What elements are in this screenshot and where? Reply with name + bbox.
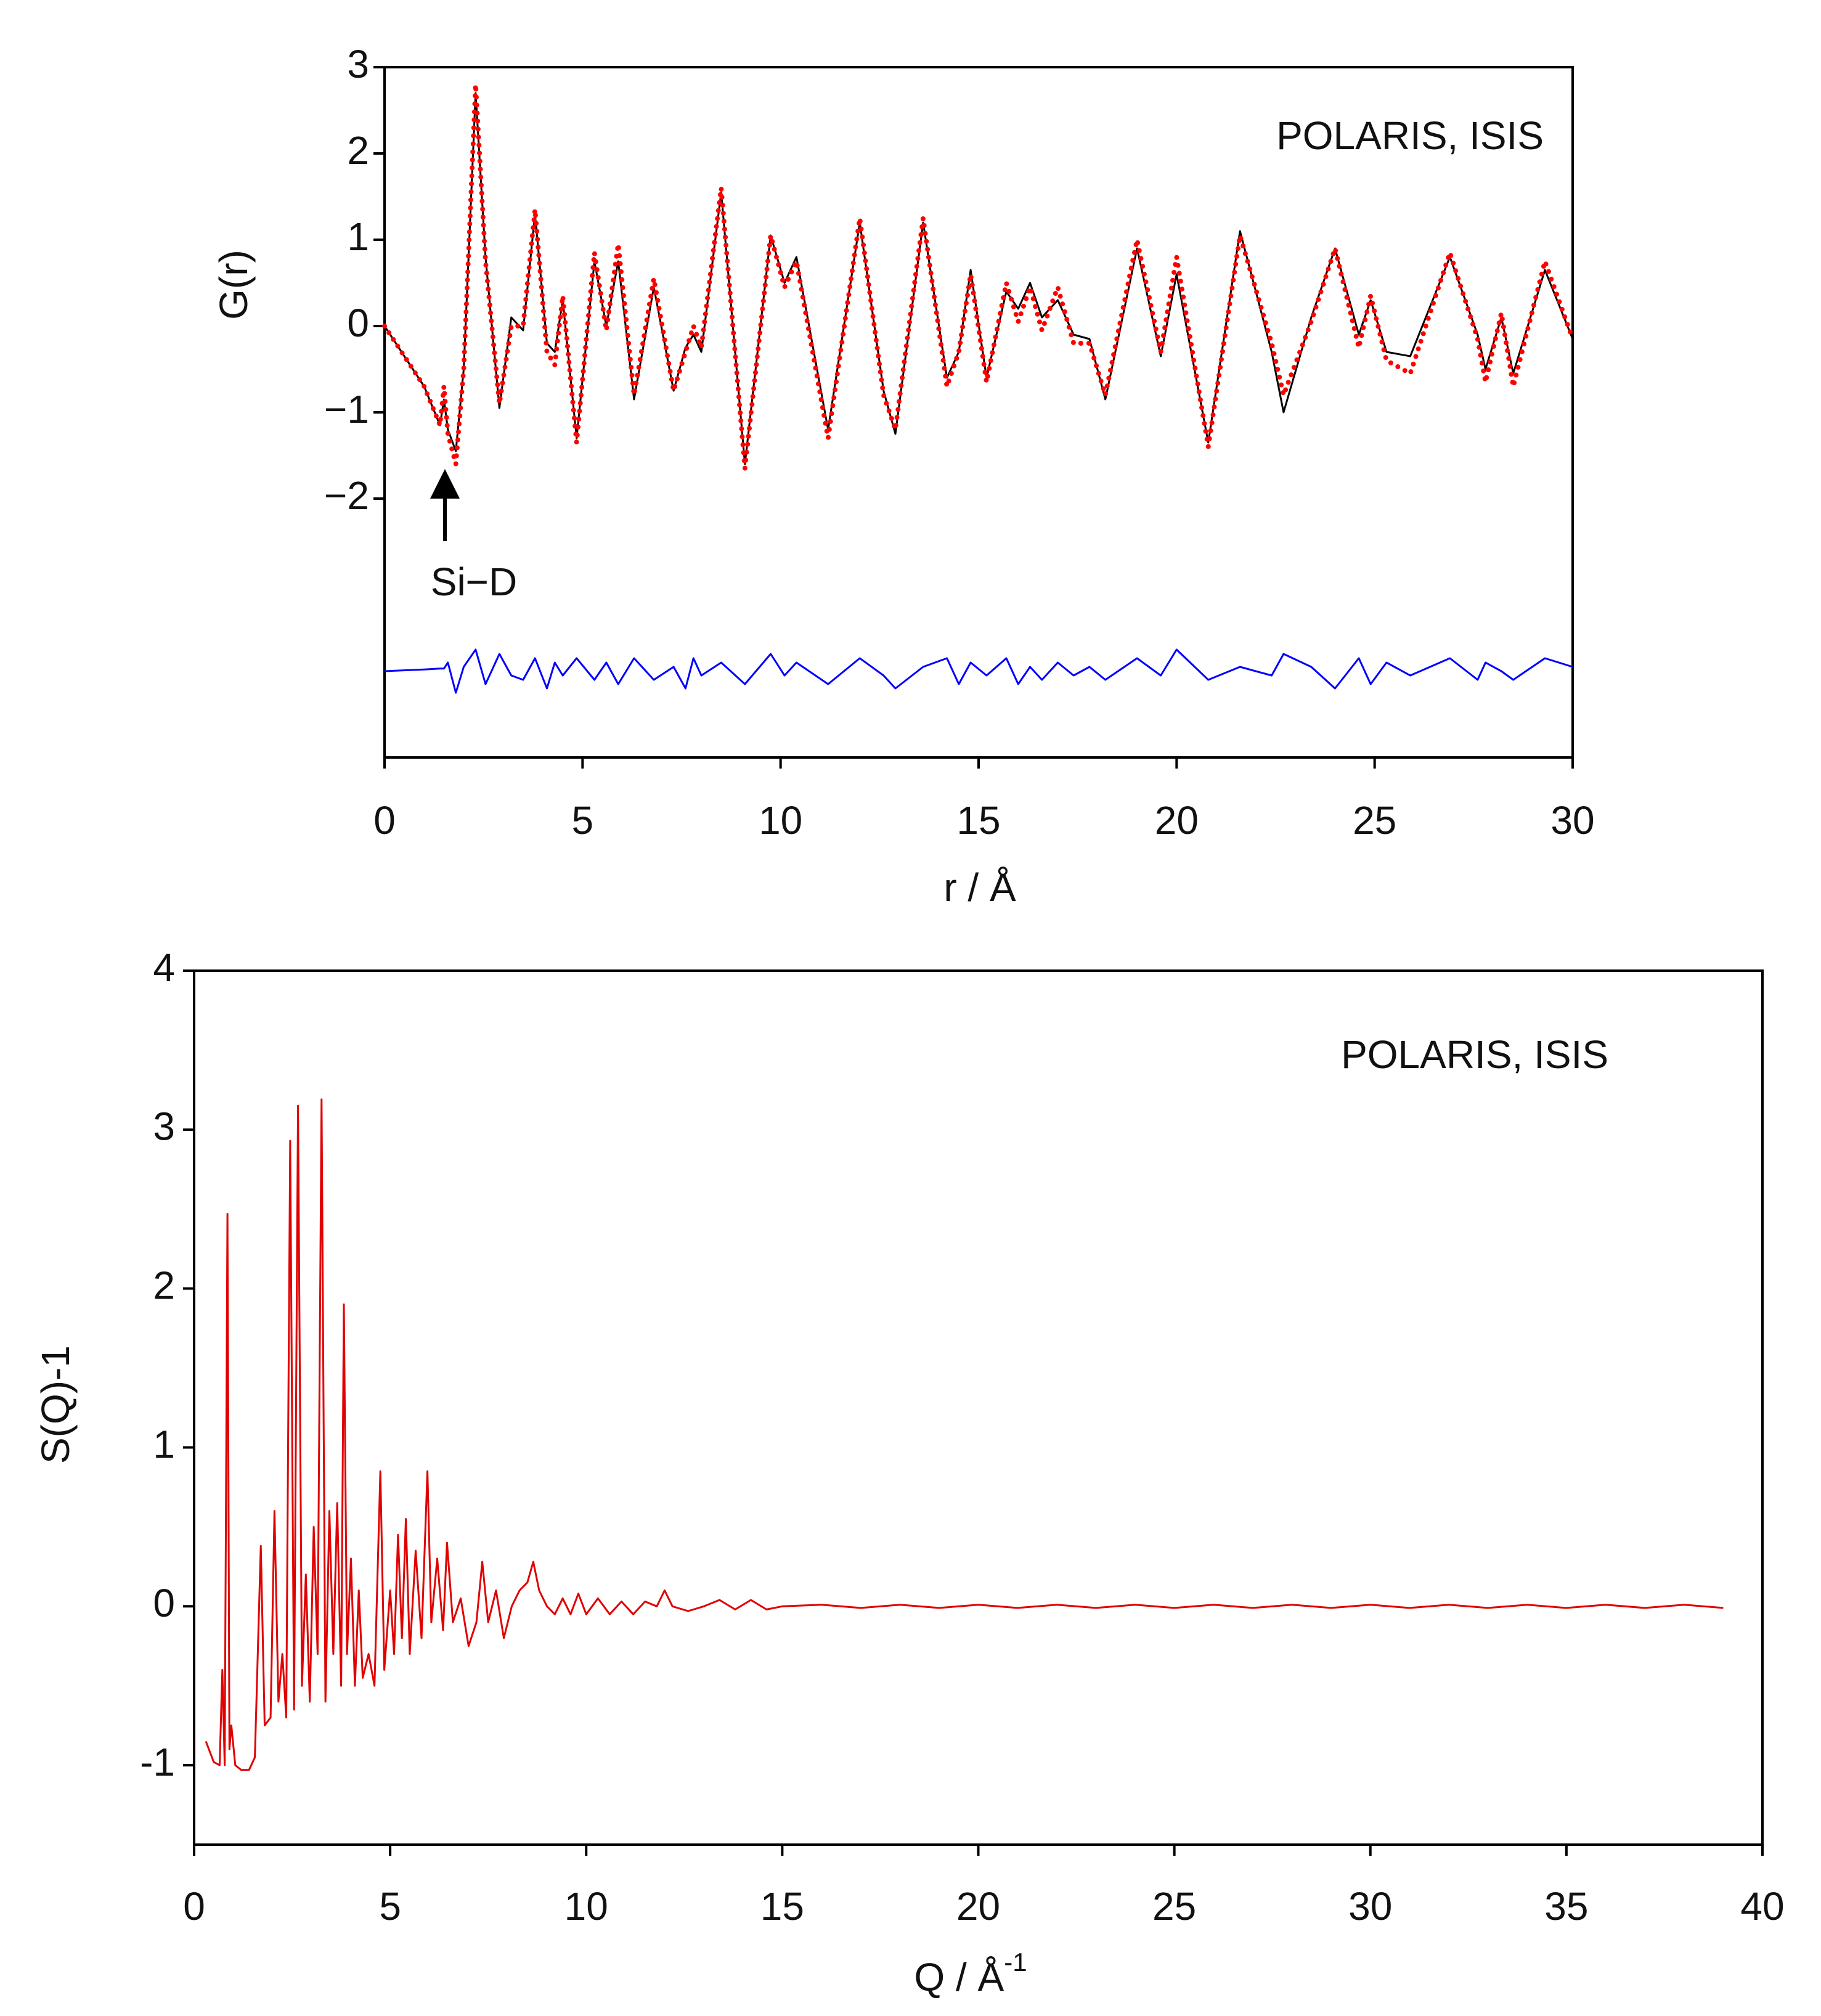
y-axis-label: G(r) xyxy=(211,250,256,320)
x-tick-label: 0 xyxy=(373,798,396,843)
x-tick-label: 20 xyxy=(1155,798,1199,843)
y-tick-label: 0 xyxy=(153,1581,175,1625)
x-tick-label: 15 xyxy=(760,1884,804,1928)
data-dots xyxy=(382,82,1575,471)
x-tick-label: 20 xyxy=(956,1884,1000,1928)
y-tick-label: 2 xyxy=(153,1263,175,1308)
y-tick-label: 3 xyxy=(153,1104,175,1149)
x-axis-label: r / Å xyxy=(943,865,1016,910)
y-tick-label: 4 xyxy=(153,945,175,990)
x-tick-label: 40 xyxy=(1740,1884,1784,1928)
plot-frame xyxy=(383,66,1574,759)
data-line xyxy=(205,1098,1724,1771)
y-tick-label: −2 xyxy=(324,473,369,518)
x-tick-label: 35 xyxy=(1544,1884,1588,1928)
y-axis-label: S(Q)-1 xyxy=(33,1345,78,1464)
x-axis-label-main: Q / Å xyxy=(914,1955,1004,1999)
x-tick-label: 5 xyxy=(572,798,594,843)
y-tick-label: 3 xyxy=(347,42,369,86)
y-tick-label: -1 xyxy=(140,1740,175,1784)
annotation: POLARIS, ISIS xyxy=(1341,1032,1608,1077)
x-tick-label: 10 xyxy=(759,798,802,843)
x-tick-label: 0 xyxy=(183,1884,205,1928)
x-tick-label: 30 xyxy=(1348,1884,1392,1928)
x-tick-label: 5 xyxy=(379,1884,401,1928)
x-tick-label: 25 xyxy=(1152,1884,1196,1928)
arrow-label: Si−D xyxy=(431,560,518,604)
y-tick-label: 1 xyxy=(153,1422,175,1466)
y-tick-label: 0 xyxy=(347,301,369,345)
y-tick-label: −1 xyxy=(324,387,369,431)
y-tick-label: 1 xyxy=(347,214,369,259)
data-line xyxy=(384,648,1573,694)
x-tick-label: 30 xyxy=(1550,798,1594,843)
annotation: POLARIS, ISIS xyxy=(1276,113,1544,158)
x-tick-label: 25 xyxy=(1353,798,1396,843)
x-tick-label: 15 xyxy=(956,798,1000,843)
x-axis-label: Q / Å-1 xyxy=(914,1948,1027,1999)
x-axis-label-superscript: -1 xyxy=(1004,1948,1027,1977)
x-tick-label: 10 xyxy=(564,1884,608,1928)
y-tick-label: 2 xyxy=(347,128,369,173)
plot-frame xyxy=(193,969,1764,1846)
